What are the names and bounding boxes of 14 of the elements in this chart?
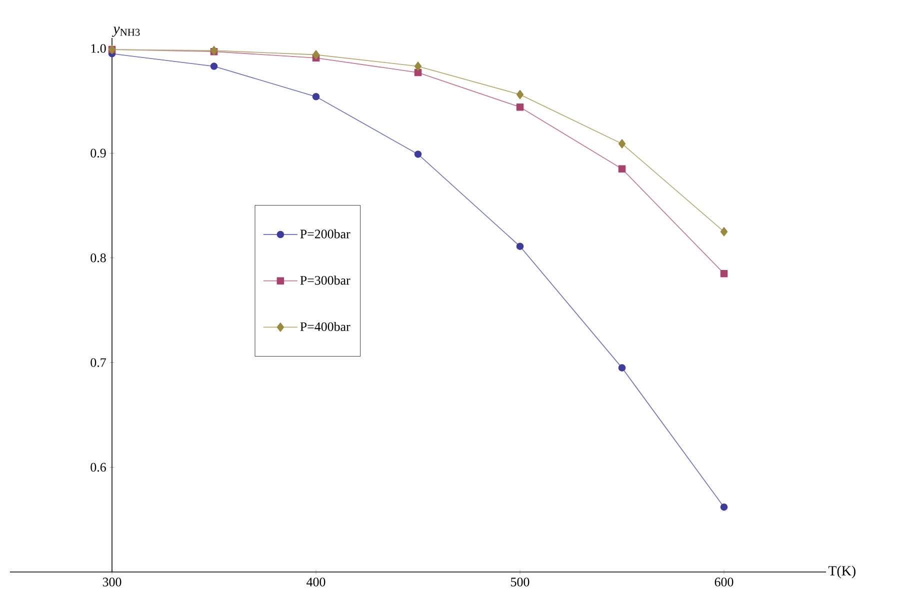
- x-tick-label: 500: [511, 578, 530, 586]
- y-tick-label: 0.8: [90, 253, 106, 262]
- y-axis-title: y$_{NH3}$: [112, 26, 140, 37]
- x-tick-label: 400: [306, 578, 326, 586]
- y-tick-label: 0.6: [90, 462, 106, 472]
- y-tick-label: 0.7: [90, 358, 106, 367]
- y-tick-label: 1.0: [91, 44, 106, 53]
- legend-label: P=200bar: [300, 229, 350, 238]
- x-tick-label: 300: [102, 578, 122, 586]
- x-axis-title: T(K): [828, 566, 856, 578]
- y-tick-label: 0.9: [90, 148, 106, 158]
- legend-label: P=300bar: [300, 276, 350, 285]
- legend-label: P=400bar: [300, 322, 350, 332]
- x-tick-label: 600: [714, 578, 734, 586]
